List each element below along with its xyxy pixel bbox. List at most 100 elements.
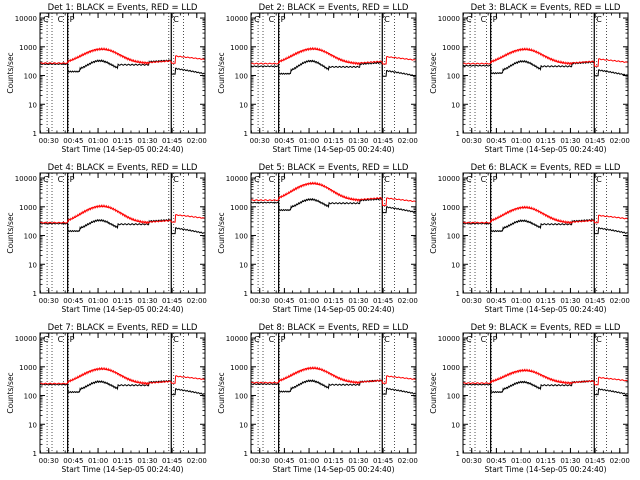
y-axis-label: Counts/sec (429, 52, 438, 93)
y-tick-label: 10000 (438, 175, 460, 183)
x-axis-label: Start Time (14-Sep-05 00:24:40) (62, 465, 184, 474)
plot-frame (462, 332, 629, 454)
panel-title: Det 4: BLACK = Events, RED = LLD (48, 163, 198, 173)
y-tick-label: 100 (447, 393, 460, 401)
flag-letter: C (173, 15, 179, 24)
flag-letter: C (269, 15, 275, 24)
panel-title: Det 3: BLACK = Events, RED = LLD (471, 3, 621, 13)
x-tick-label: 02:00 (610, 137, 630, 145)
flag-letter: P (70, 175, 75, 184)
x-tick-label: 00:30 (250, 297, 270, 305)
y-tick-label: 100 (24, 233, 37, 241)
flag-letter: C (384, 15, 390, 24)
events-series-line (40, 58, 205, 75)
flag-letter: C (58, 175, 64, 184)
events-series-line (40, 217, 205, 235)
x-tick-label: 01:00 (299, 457, 319, 465)
panel-title: Det 2: BLACK = Events, RED = LLD (259, 3, 409, 13)
y-axis-label: Counts/sec (217, 52, 226, 93)
flag-letter: P (70, 335, 75, 344)
y-tick-label: 100 (235, 233, 248, 241)
flag-letter: P (493, 15, 498, 24)
x-tick-label: 00:30 (462, 297, 482, 305)
y-axis-label: Counts/sec (429, 372, 438, 413)
y-tick-label: 1 (33, 130, 37, 138)
y-tick-label: 1 (456, 130, 460, 138)
y-axis-label: Counts/sec (6, 52, 15, 93)
flag-letter: C (254, 335, 260, 344)
x-tick-label: 02:00 (398, 137, 418, 145)
y-tick-label: 10 (451, 101, 460, 109)
flag-letter: P (70, 15, 75, 24)
y-axis-label: Counts/sec (6, 372, 15, 413)
panel-title: Det 7: BLACK = Events, RED = LLD (48, 323, 198, 333)
y-axis-label: Counts/sec (6, 212, 15, 253)
x-tick-label: 00:45 (486, 297, 506, 305)
panel-title: Det 9: BLACK = Events, RED = LLD (471, 323, 621, 333)
y-tick-label: 10 (239, 101, 248, 109)
x-tick-label: 01:00 (511, 457, 531, 465)
panel-det-6: Det 6: BLACK = Events, RED = LLD 1 10 100 10… (429, 163, 630, 314)
x-tick-label: 01:45 (585, 457, 605, 465)
plot-frame (39, 12, 206, 134)
x-tick-label: 01:45 (162, 457, 182, 465)
x-tick-label: 00:45 (274, 137, 294, 145)
y-tick-label: 100 (235, 393, 248, 401)
y-tick-label: 10000 (438, 335, 460, 343)
y-tick-label: 10 (451, 261, 460, 269)
panel-det-4: Det 4: BLACK = Events, RED = LLD 1 10 100 10… (6, 163, 207, 314)
x-tick-label: 00:45 (486, 137, 506, 145)
flag-letter: P (281, 335, 286, 344)
events-series-line (251, 196, 416, 214)
panel-det-9: Det 9: BLACK = Events, RED = LLD 1 10 100 10… (429, 323, 630, 474)
y-tick-label: 1 (244, 450, 248, 458)
flag-letter: C (173, 175, 179, 184)
x-tick-label: 02:00 (187, 137, 207, 145)
panel-det-5: Det 5: BLACK = Events, RED = LLD 1 10 100 10… (217, 163, 418, 314)
plot-frame (250, 12, 417, 134)
x-tick-label: 01:00 (511, 297, 531, 305)
x-tick-label: 00:45 (63, 297, 83, 305)
lld-series-line (40, 366, 205, 386)
flag-letter: C (596, 175, 602, 184)
x-tick-label: 00:30 (39, 457, 59, 465)
x-tick-label: 00:30 (39, 297, 59, 305)
flag-letter: C (58, 15, 64, 24)
x-tick-label: 01:45 (162, 297, 182, 305)
flag-letter: C (58, 335, 64, 344)
y-tick-label: 10000 (226, 15, 248, 23)
y-axis-label: Counts/sec (217, 372, 226, 413)
y-tick-label: 100 (447, 233, 460, 241)
plot-frame (462, 12, 629, 134)
flag-letter: C (173, 335, 179, 344)
x-tick-label: 02:00 (610, 297, 630, 305)
events-series-line (251, 378, 416, 395)
flag-letter: C (596, 335, 602, 344)
x-tick-label: 02:00 (398, 297, 418, 305)
x-tick-label: 00:30 (250, 457, 270, 465)
x-tick-label: 01:30 (348, 137, 368, 145)
x-tick-label: 01:00 (88, 297, 108, 305)
x-axis-label: Start Time (14-Sep-05 00:24:40) (62, 145, 184, 154)
x-axis-label: Start Time (14-Sep-05 00:24:40) (485, 145, 607, 154)
x-tick-label: 01:15 (536, 457, 556, 465)
x-tick-label: 00:45 (63, 457, 83, 465)
plot-frame (462, 172, 629, 294)
panel-det-1: Det 1: BLACK = Events, RED = LLD 1 10 100 10… (6, 3, 207, 154)
y-tick-label: 10000 (438, 15, 460, 23)
x-tick-label: 01:00 (88, 457, 108, 465)
flag-letter: C (384, 175, 390, 184)
x-tick-label: 00:45 (486, 457, 506, 465)
flag-letter: C (43, 175, 49, 184)
flag-letter: C (269, 335, 275, 344)
x-tick-label: 00:30 (250, 137, 270, 145)
lld-series-line (463, 205, 628, 225)
flag-letter: C (481, 335, 487, 344)
x-tick-label: 01:45 (373, 137, 393, 145)
panel-det-8: Det 8: BLACK = Events, RED = LLD 1 10 100 10… (217, 323, 418, 474)
x-axis-label: Start Time (14-Sep-05 00:24:40) (485, 305, 607, 314)
events-series-line (463, 217, 628, 235)
y-tick-label: 10 (28, 101, 37, 109)
flag-letter: C (466, 175, 472, 184)
